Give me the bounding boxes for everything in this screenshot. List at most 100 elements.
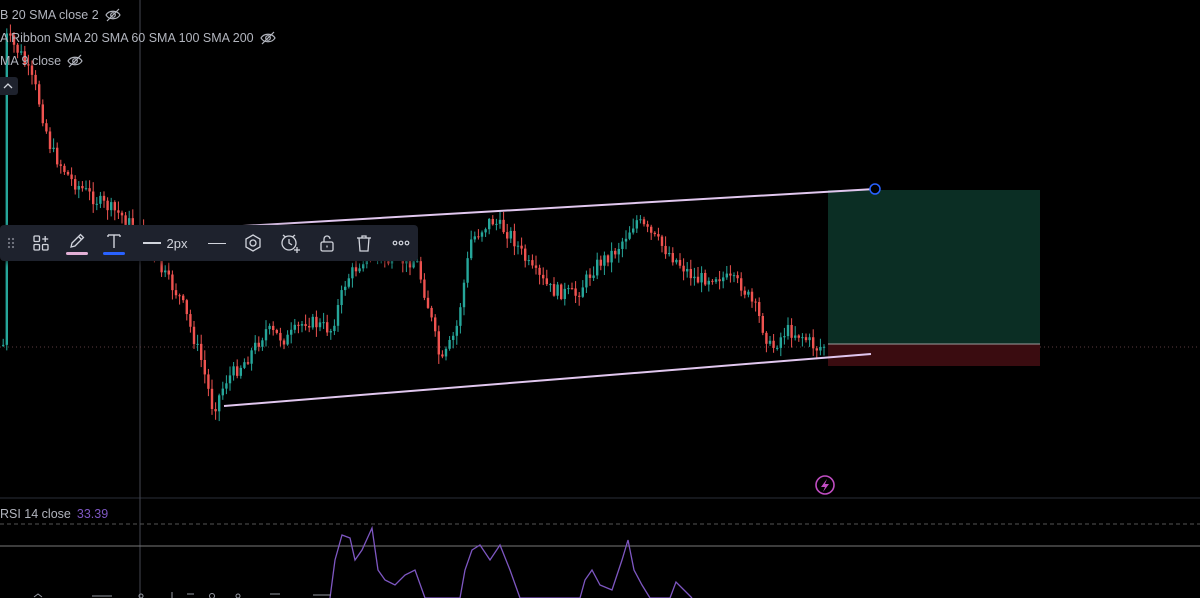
candle-body [261, 340, 264, 347]
candle-body [682, 265, 685, 272]
candle-body [192, 326, 196, 345]
candle-body [92, 191, 95, 205]
candle-body [243, 362, 246, 368]
candle-body [776, 347, 779, 349]
candle-body [711, 280, 714, 282]
candle-body [311, 316, 314, 328]
loss-zone [828, 344, 1040, 366]
candle-body [470, 239, 473, 259]
legend-item-bb[interactable]: B 20 SMA close 2 [0, 7, 121, 23]
candle-body [113, 202, 116, 211]
candle-body [236, 366, 239, 376]
pencil-color-button[interactable] [64, 225, 90, 261]
legend-item-ma[interactable]: MA 9 close [0, 53, 83, 69]
templates-icon[interactable] [28, 225, 54, 261]
candle-body [189, 314, 192, 327]
candle-body [585, 274, 588, 288]
candle-body [185, 300, 188, 315]
candle-body [513, 230, 516, 247]
eye-off-icon[interactable] [259, 30, 276, 46]
candle-body [56, 147, 59, 165]
candle-body [527, 260, 530, 262]
candle-body [704, 272, 707, 285]
candle-body [538, 267, 541, 275]
legend-collapse-button[interactable] [0, 77, 18, 95]
rsi-legend[interactable]: RSI 14 close 33.39 [0, 507, 108, 521]
candle-body [754, 301, 757, 303]
candle-body [34, 74, 37, 85]
candle-body [430, 307, 433, 318]
candle-body [358, 268, 361, 272]
candle-body [758, 302, 761, 316]
candle-body [225, 383, 228, 389]
candles-group [2, 24, 826, 422]
candle-body [588, 274, 592, 278]
candle-body [768, 340, 772, 344]
profit-zone [828, 190, 1040, 344]
candle-body [794, 335, 797, 338]
channel-handle[interactable] [869, 183, 881, 195]
candle-body [804, 337, 808, 341]
eye-off-icon[interactable] [67, 53, 83, 69]
candle-body [815, 348, 818, 351]
candle-body [714, 279, 718, 282]
trash-icon[interactable] [351, 225, 377, 261]
candle-body [437, 331, 440, 355]
candle-body [333, 325, 336, 332]
candle-body [70, 174, 73, 180]
candle-body [506, 232, 509, 239]
candle-body [509, 230, 512, 239]
candle-body [718, 279, 721, 282]
candle-body [351, 267, 354, 279]
candle-body [581, 287, 584, 297]
pencil-color-swatch [66, 252, 88, 255]
candle-body [617, 248, 620, 255]
line-width-label: 2px [166, 235, 188, 251]
candle-body [340, 290, 343, 306]
candle-body [27, 64, 30, 66]
candle-body [812, 337, 815, 349]
candle-body [300, 324, 304, 326]
candle-body [77, 186, 80, 190]
candle-body [171, 274, 174, 291]
candle-body [218, 395, 221, 412]
alert-icon[interactable] [277, 225, 303, 261]
candle-body [254, 342, 257, 351]
candle-body [336, 305, 340, 326]
text-color-button[interactable] [101, 225, 127, 261]
drag-handle-icon[interactable] [4, 225, 18, 261]
bottom-toolbar-partial [33, 592, 331, 598]
lock-icon[interactable] [314, 225, 340, 261]
candle-body [196, 343, 199, 345]
drawing-toolbar[interactable]: 2px [0, 225, 418, 261]
candle-body [275, 330, 278, 333]
candle-body [646, 224, 649, 227]
candle-body [790, 324, 793, 338]
candle-body [74, 179, 77, 190]
more-icon[interactable] [388, 225, 414, 261]
candle-body [531, 260, 534, 266]
candle-body [167, 270, 170, 275]
candle-body [182, 295, 185, 301]
candle-body [736, 275, 739, 279]
candle-body [765, 332, 768, 344]
line-width-button[interactable]: 2px [140, 225, 190, 261]
candle-body [696, 276, 700, 283]
candle-body [801, 337, 804, 339]
candle-body [610, 250, 613, 263]
candle-body [110, 202, 113, 211]
eye-off-icon[interactable] [104, 7, 121, 23]
rsi-name: RSI 14 close [0, 507, 71, 521]
replay-icon[interactable] [815, 475, 835, 495]
candle-body [315, 316, 318, 328]
candle-body [290, 329, 293, 335]
candle-body [621, 241, 624, 249]
candle-body [686, 268, 689, 272]
candle-body [462, 282, 466, 308]
legend-item-ribbon[interactable]: A Ribbon SMA 20 SMA 60 SMA 100 SMA 200 [0, 30, 276, 46]
line-type-icon[interactable] [204, 225, 230, 261]
hexagon-icon[interactable] [240, 225, 266, 261]
candle-body [707, 280, 710, 285]
